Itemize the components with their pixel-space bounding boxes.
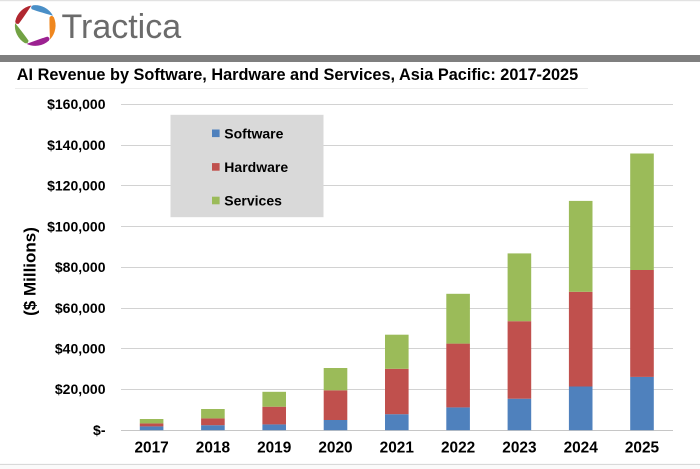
svg-text:$100,000: $100,000 [47, 218, 106, 234]
svg-text:2024: 2024 [564, 440, 599, 457]
svg-text:Tractica: Tractica [62, 8, 182, 46]
svg-text:$120,000: $120,000 [47, 178, 106, 194]
svg-text:2022: 2022 [441, 440, 475, 457]
svg-text:2021: 2021 [380, 440, 415, 457]
svg-text:AI Revenue by Software, Hardwa: AI Revenue by Software, Hardware and Ser… [17, 66, 578, 84]
svg-text:2020: 2020 [318, 440, 352, 457]
svg-text:Hardware: Hardware [224, 159, 288, 175]
svg-text:$160,000: $160,000 [47, 96, 106, 112]
svg-text:($ Millions): ($ Millions) [20, 227, 39, 316]
svg-text:2023: 2023 [502, 440, 536, 457]
svg-text:Services: Services [224, 193, 282, 209]
svg-text:$80,000: $80,000 [55, 259, 106, 275]
svg-text:2017: 2017 [134, 440, 168, 457]
svg-text:2019: 2019 [257, 440, 291, 457]
svg-text:$20,000: $20,000 [55, 381, 106, 397]
svg-text:$40,000: $40,000 [55, 341, 106, 357]
svg-text:Software: Software [224, 125, 283, 141]
svg-text:$-: $- [93, 422, 106, 438]
svg-text:2018: 2018 [196, 440, 231, 457]
svg-text:$60,000: $60,000 [55, 300, 106, 316]
svg-text:2025: 2025 [625, 440, 660, 457]
svg-text:$140,000: $140,000 [47, 137, 106, 153]
